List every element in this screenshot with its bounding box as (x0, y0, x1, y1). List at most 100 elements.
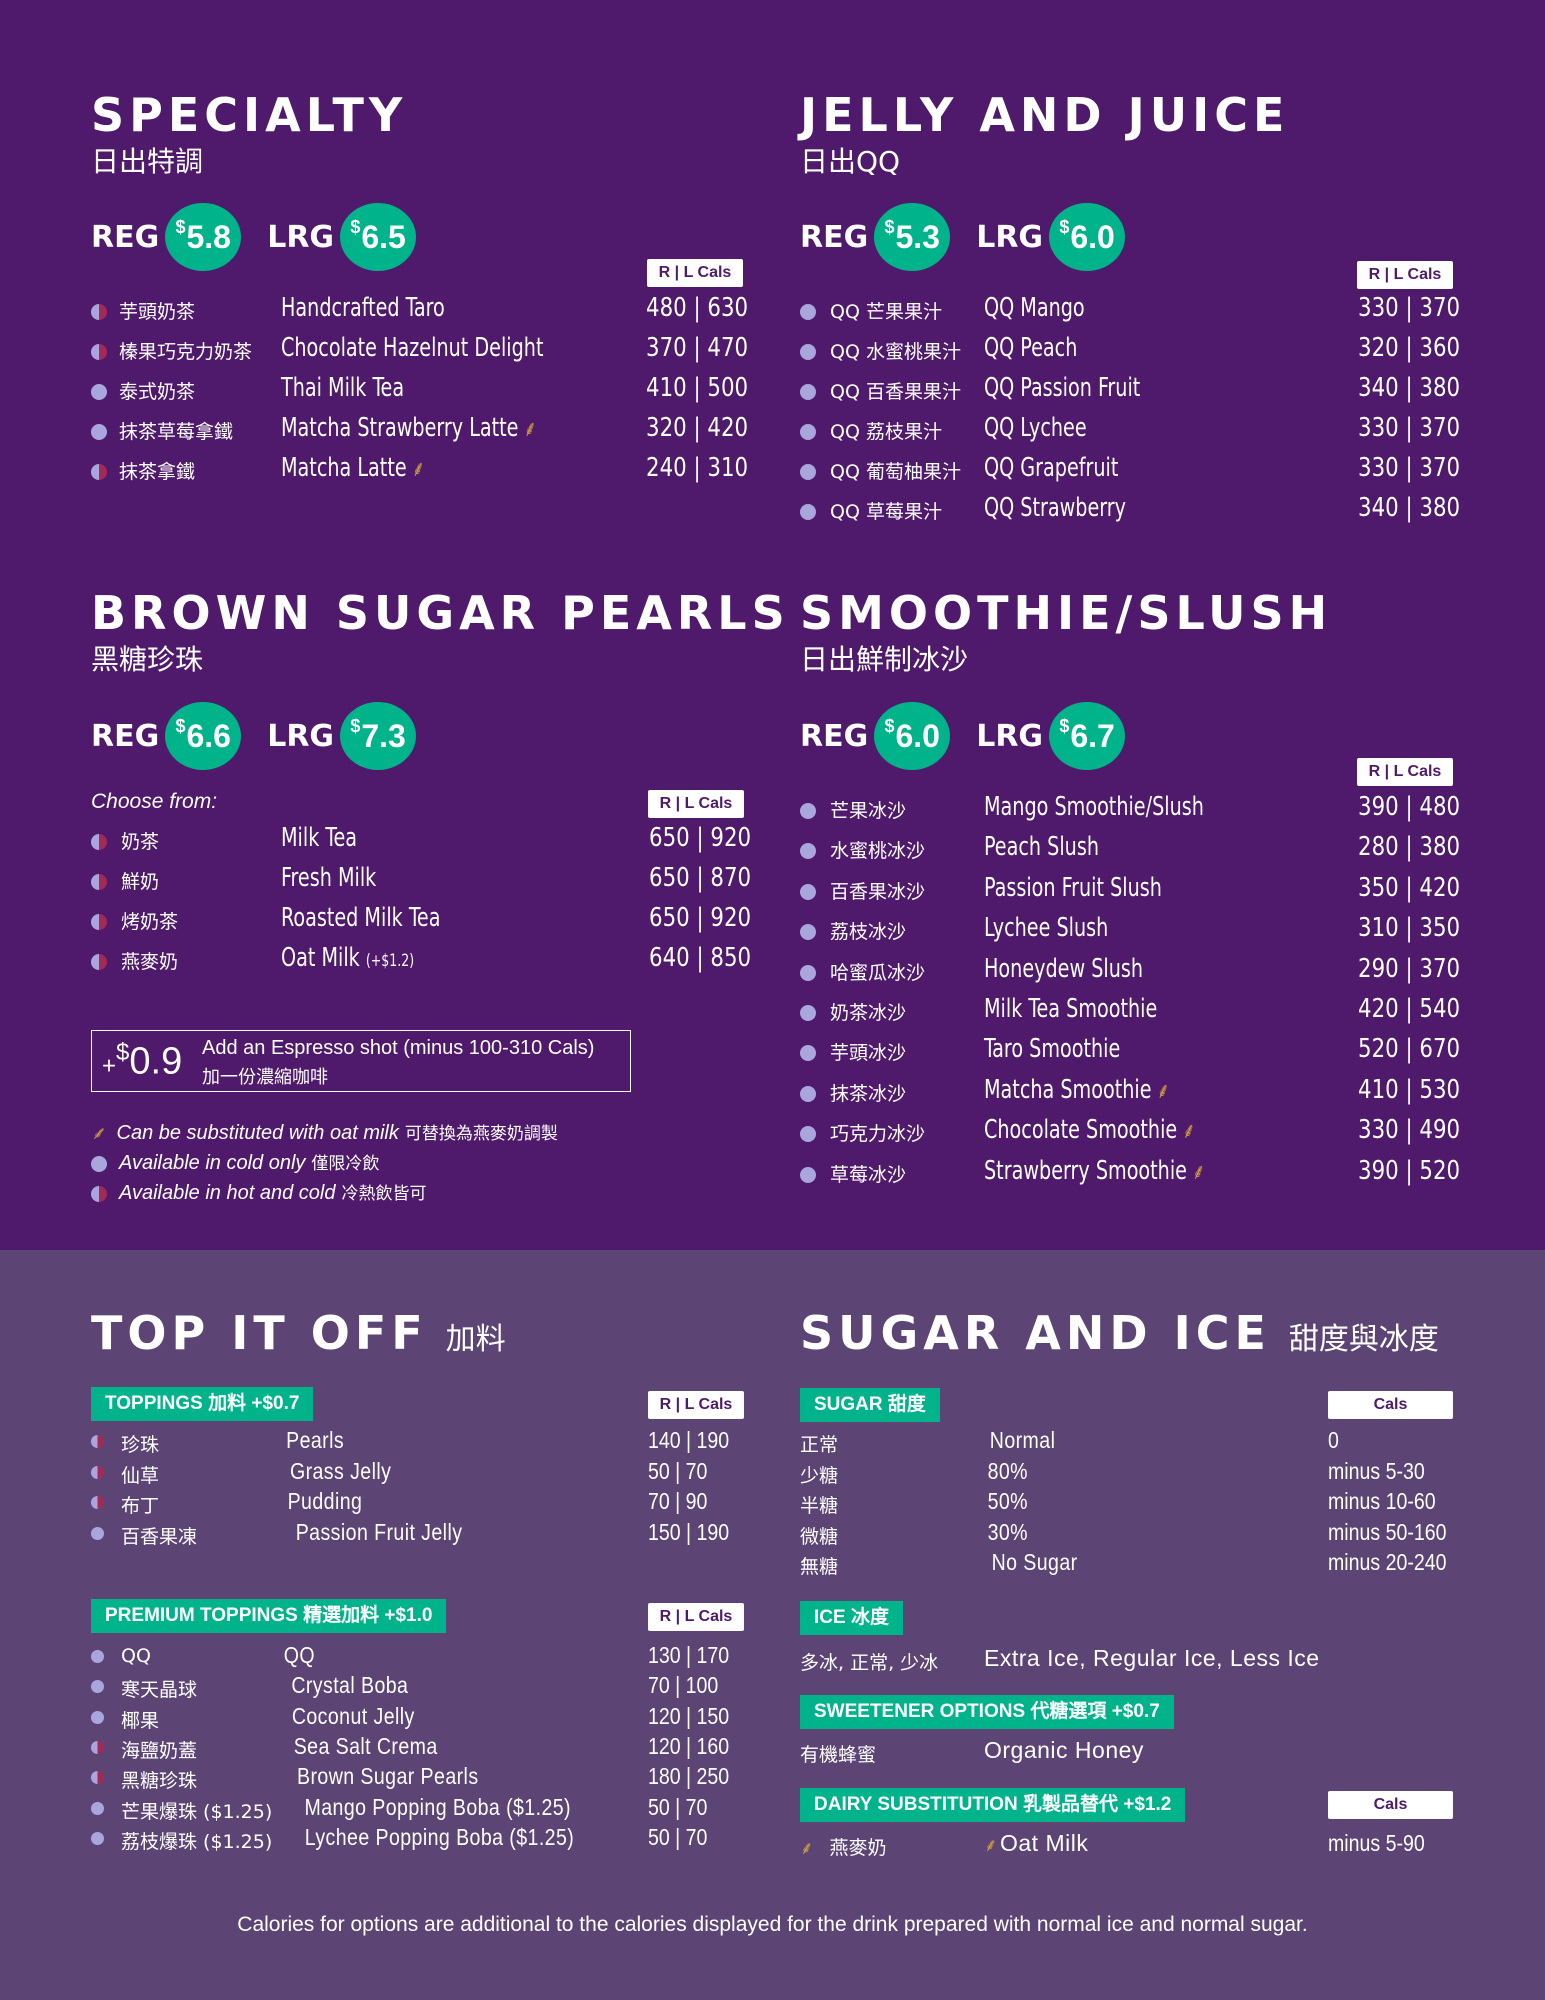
item-calories: 120 | 150 (648, 1702, 730, 1729)
lrg-label: LRG (976, 718, 1044, 754)
item-name-en: QQ Peach (984, 333, 1078, 363)
hot-cold-dot-icon (91, 1185, 107, 1202)
lrg-price-badge: $6.0 (1049, 203, 1126, 271)
wheat-icon: ⸙ (1182, 1119, 1196, 1145)
cold-dot-icon (91, 1831, 104, 1845)
item-name-zh: QQ 葡萄柚果汁 (830, 461, 961, 483)
item-name-en: Chocolate Smoothie ⸙ (984, 1115, 1196, 1146)
item-calories: 330 | 370 (1358, 293, 1461, 323)
cold-dot-icon (800, 304, 816, 320)
item-name-zh: 泰式奶茶 (119, 381, 196, 403)
item-calories: 640 | 850 (649, 943, 752, 973)
brown-title: BROWN SUGAR PEARLS (91, 586, 790, 640)
toppings-cals-header: R | L Cals (648, 1391, 744, 1419)
item-calories: 650 | 920 (649, 823, 752, 853)
reg-label: REG (91, 718, 160, 754)
cold-dot-icon (800, 1085, 816, 1102)
lrg-price-badge: $6.5 (340, 203, 417, 271)
item-name-zh: 抹茶草莓拿鐵 (119, 421, 234, 443)
item-name-en: Handcrafted Taro (281, 293, 445, 323)
item-calories: 650 | 870 (649, 863, 752, 893)
item-name-zh: 椰果 (121, 1709, 160, 1732)
item-name-zh: 寒天晶球 (121, 1679, 198, 1702)
item-name-en: Oat Milk (+$1.2) (281, 943, 415, 973)
hot-cold-dot-icon (91, 464, 107, 480)
item-calories: 520 | 670 (1358, 1034, 1461, 1065)
hot-cold-dot-icon (91, 1496, 104, 1509)
cold-dot-icon (91, 1710, 104, 1724)
item-name-en: Honeydew Slush (984, 953, 1144, 984)
smoothie-subtitle: 日出鮮制冰沙 (800, 643, 969, 676)
item-calories: 340 | 380 (1358, 373, 1461, 403)
lrg-label: LRG (267, 718, 335, 754)
espresso-price: +$0.9 (102, 1039, 183, 1083)
item-calories: 0 (1328, 1427, 1339, 1453)
item-name-zh: 奶茶 (121, 831, 160, 853)
ice-tag: ICE 冰度 (800, 1601, 903, 1635)
item-name-en: Thai Milk Tea (281, 373, 405, 403)
topitoff-heading: TOP IT OFF 加料 (91, 1310, 506, 1356)
hot-cold-dot-icon (91, 1771, 104, 1785)
lrg-label: LRG (267, 219, 335, 255)
cold-dot-icon (91, 1650, 104, 1663)
specialty-subtitle: 日出特調 (91, 145, 204, 178)
item-name-en: Coconut Jelly (291, 1702, 415, 1729)
item-name-en: Fresh Milk (281, 863, 377, 893)
item-name-zh: QQ 荔枝果汁 (830, 421, 942, 443)
item-name-zh: QQ 草莓果汁 (830, 501, 942, 523)
item-calories: 330 | 490 (1358, 1115, 1461, 1146)
item-name-en: Matcha Smoothie ⸙ (984, 1074, 1170, 1105)
item-calories: 140 | 190 (648, 1427, 730, 1453)
wheat-icon: ⸙ (1191, 1159, 1206, 1185)
hot-cold-dot-icon (91, 1465, 104, 1479)
item-name-en: 30% (987, 1518, 1028, 1545)
item-name-en: Taro Smoothie (984, 1034, 1121, 1065)
item-calories: 350 | 420 (1358, 872, 1461, 903)
smoothie-cals-header: R | L Cals (1357, 758, 1453, 786)
item-name-zh: 巧克力冰沙 (830, 1123, 926, 1146)
brown-cals-header: R | L Cals (648, 790, 744, 818)
espresso-addon-box: +$0.9 Add an Espresso shot (minus 100-31… (91, 1030, 631, 1092)
calorie-footnote: Calories for options are additional to t… (237, 1913, 1308, 1936)
item-calories: 120 | 160 (648, 1732, 730, 1759)
brown-heading: BROWN SUGAR PEARLS 黑糖珍珠 (91, 590, 790, 674)
reg-price-badge: $5.8 (165, 203, 242, 271)
item-name-en: Sea Salt Crema (293, 1732, 438, 1759)
lrg-price-badge: $7.3 (340, 702, 417, 770)
cold-dot-icon (91, 1155, 107, 1172)
item-name-zh: 抹茶拿鐵 (119, 461, 196, 483)
hot-cold-dot-icon (91, 304, 107, 320)
item-calories: 320 | 360 (1358, 333, 1461, 363)
item-calories: minus 20-240 (1328, 1549, 1447, 1575)
cold-dot-icon (800, 803, 816, 819)
legend-oat: ⸙ Can be substituted with oat milk 可替換為燕麥奶… (91, 1122, 558, 1144)
item-name-en: 50% (987, 1488, 1028, 1514)
choose-from-label: Choose from: (91, 790, 218, 813)
item-name-zh: 微糖 (800, 1525, 839, 1548)
item-calories: 240 | 310 (646, 453, 749, 483)
wheat-icon: ⸙ (91, 1123, 105, 1143)
reg-label: REG (800, 718, 869, 754)
item-name-zh: 少糖 (800, 1464, 839, 1487)
cold-dot-icon (800, 843, 816, 860)
cold-dot-icon (800, 344, 816, 360)
item-name-en: Milk Tea Smoothie (984, 994, 1158, 1024)
item-name-zh: QQ 百香果果汁 (830, 381, 961, 403)
item-name-zh: 草莓冰沙 (830, 1163, 907, 1186)
item-name-zh: 芋頭奶茶 (119, 301, 196, 323)
cold-dot-icon (800, 1126, 816, 1143)
item-calories: 280 | 380 (1358, 832, 1461, 863)
item-name-en: Lychee Slush (984, 913, 1109, 944)
item-name-en: Peach Slush (984, 832, 1099, 863)
item-name-zh: 海鹽奶蓋 (121, 1739, 198, 1762)
item-name-zh: 荔枝爆珠 ($1.25) (121, 1830, 273, 1853)
item-name-en: QQ Passion Fruit (984, 373, 1141, 403)
wheat-icon: ⸙ (411, 457, 426, 482)
cold-dot-icon (800, 464, 816, 480)
hot-cold-dot-icon (91, 954, 107, 970)
item-calories: 370 | 470 (646, 333, 749, 363)
item-name-en: Grass Jelly (289, 1457, 392, 1484)
item-name-zh: 黑糖珍珠 (121, 1770, 198, 1793)
reg-price-badge: $6.6 (165, 702, 242, 770)
hot-cold-dot-icon (91, 834, 107, 850)
